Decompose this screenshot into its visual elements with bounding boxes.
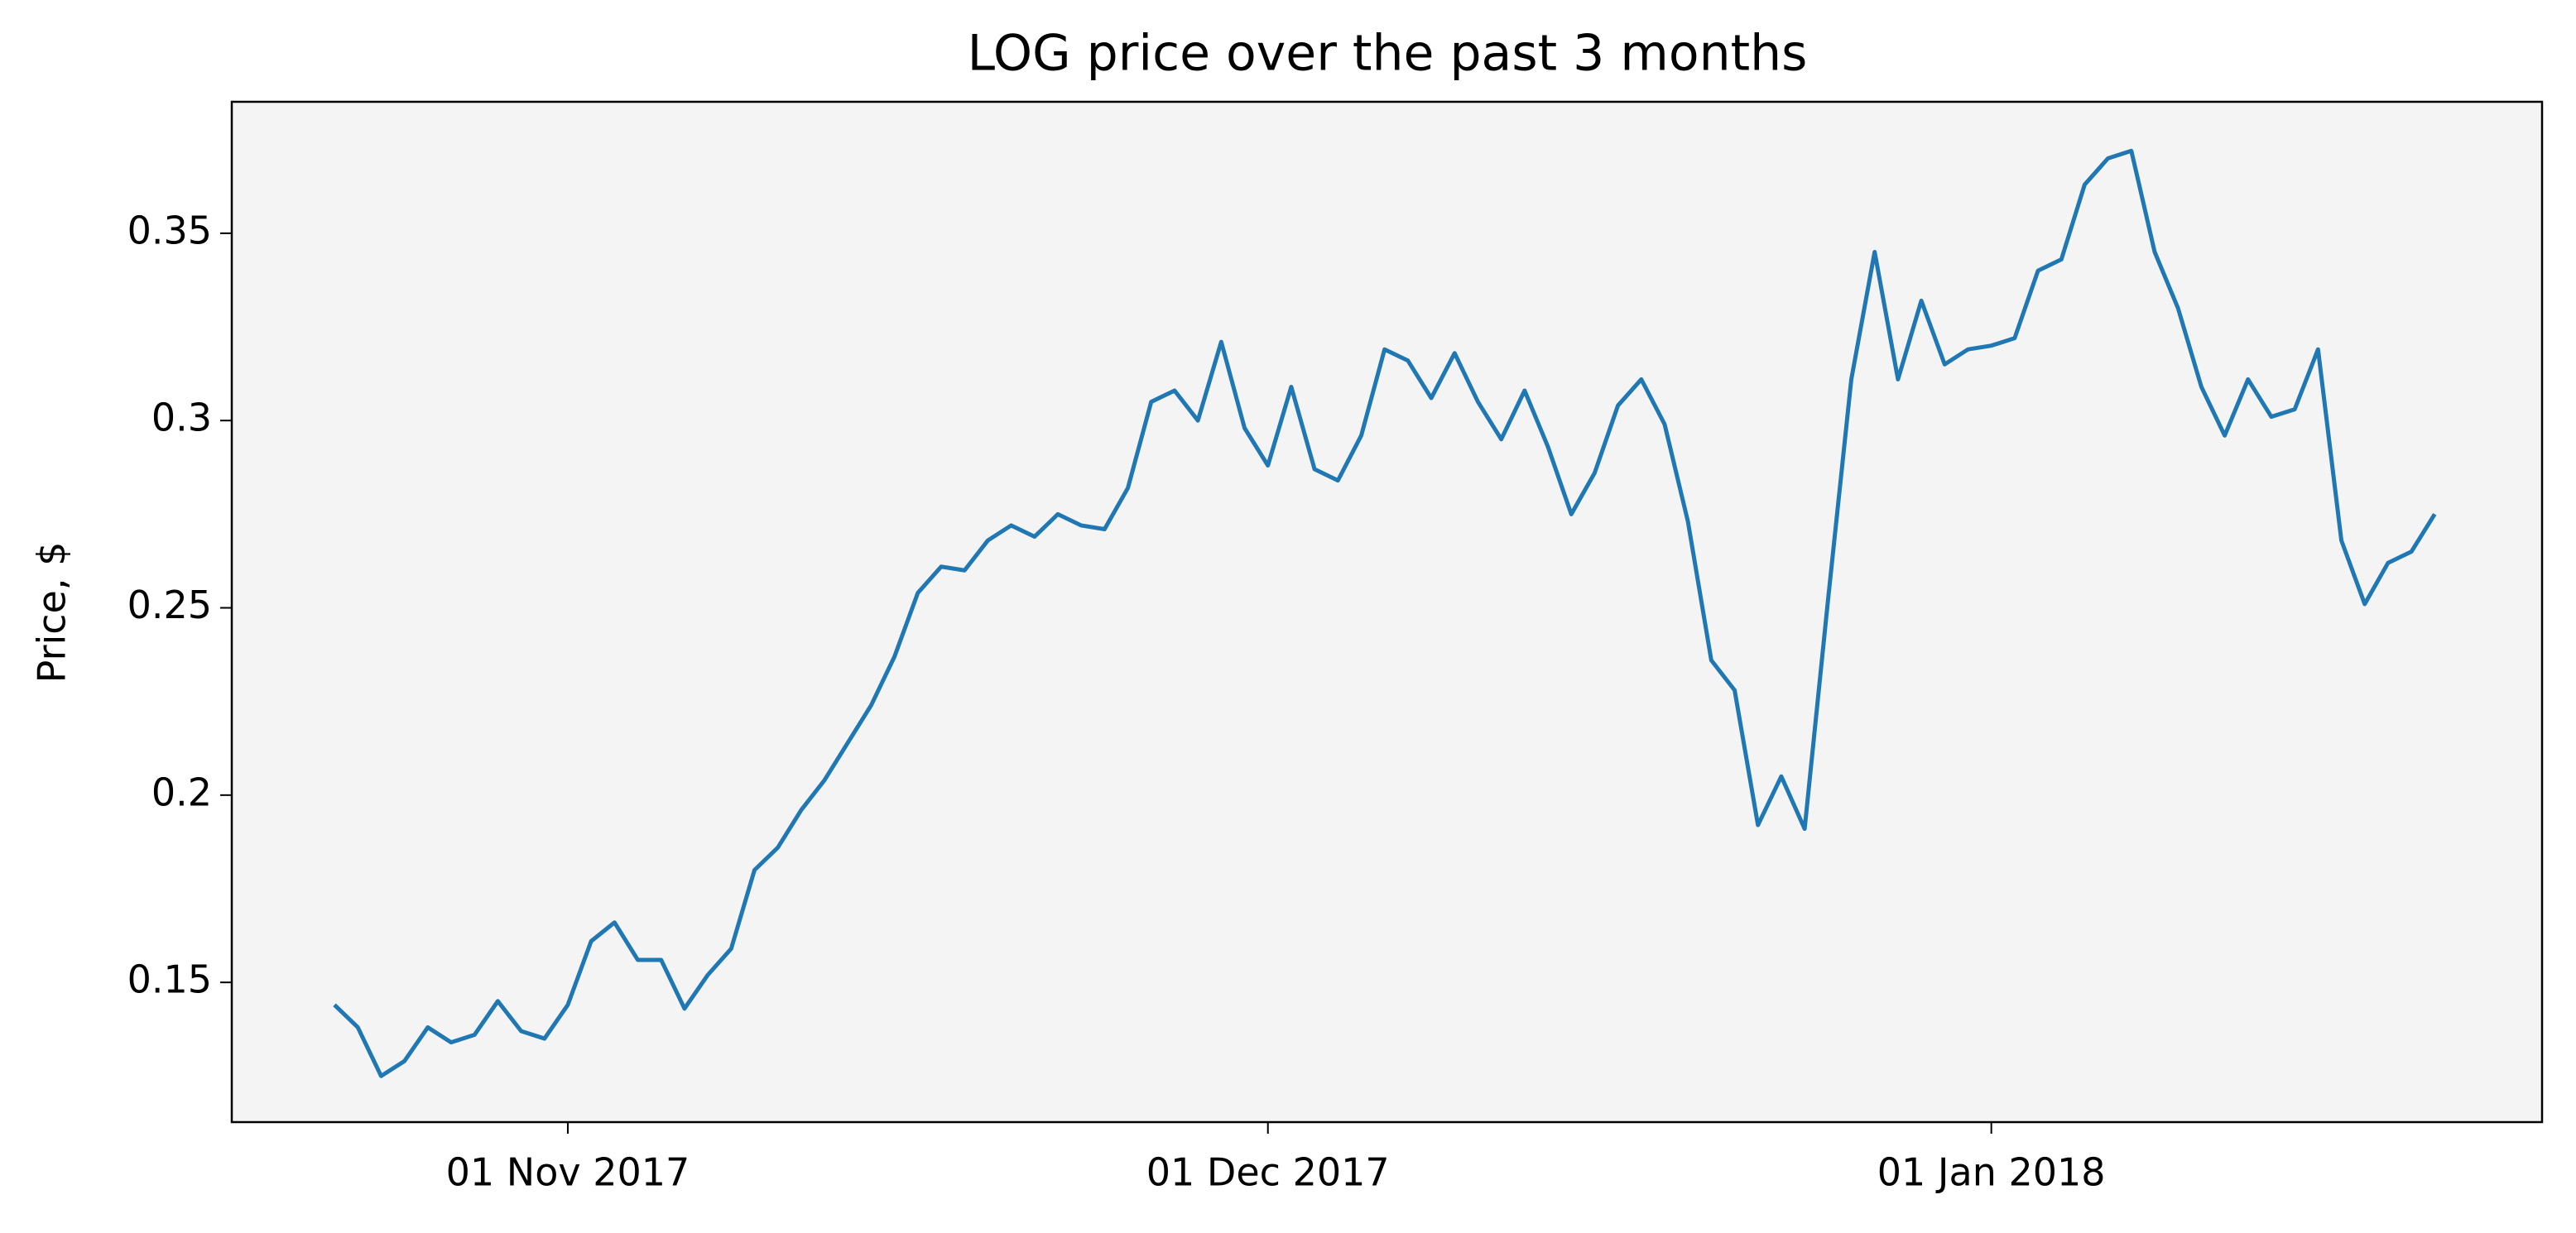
x-tick-label: 01 Nov 2017 <box>446 1150 690 1195</box>
price-line <box>333 148 2437 1078</box>
y-tick-label: 0.35 <box>127 208 212 252</box>
x-tick-label: 01 Dec 2017 <box>1146 1150 1390 1195</box>
y-tick-label: 0.25 <box>127 583 212 627</box>
x-tick-label: 01 Jan 2018 <box>1877 1150 2106 1195</box>
chart-title: LOG price over the past 3 months <box>968 25 1808 83</box>
y-axis-label: Price, $ <box>30 542 74 684</box>
plot-area <box>232 102 2542 1122</box>
plot-frame <box>230 100 2544 1124</box>
y-tick-label: 0.15 <box>127 957 212 1002</box>
y-tick-label: 0.2 <box>151 770 212 814</box>
y-tick-label: 0.3 <box>151 396 212 440</box>
